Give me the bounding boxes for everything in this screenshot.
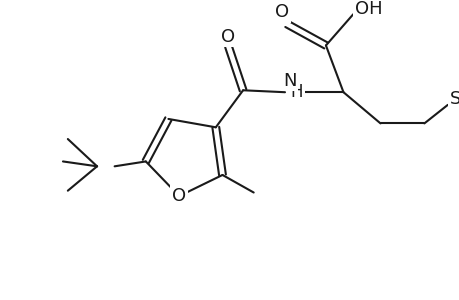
Text: O: O <box>274 3 289 21</box>
Text: H: H <box>290 83 302 101</box>
Text: OH: OH <box>354 0 382 18</box>
Text: S: S <box>449 90 459 108</box>
Text: O: O <box>221 28 235 46</box>
Text: N: N <box>282 71 296 89</box>
Text: O: O <box>172 187 186 205</box>
